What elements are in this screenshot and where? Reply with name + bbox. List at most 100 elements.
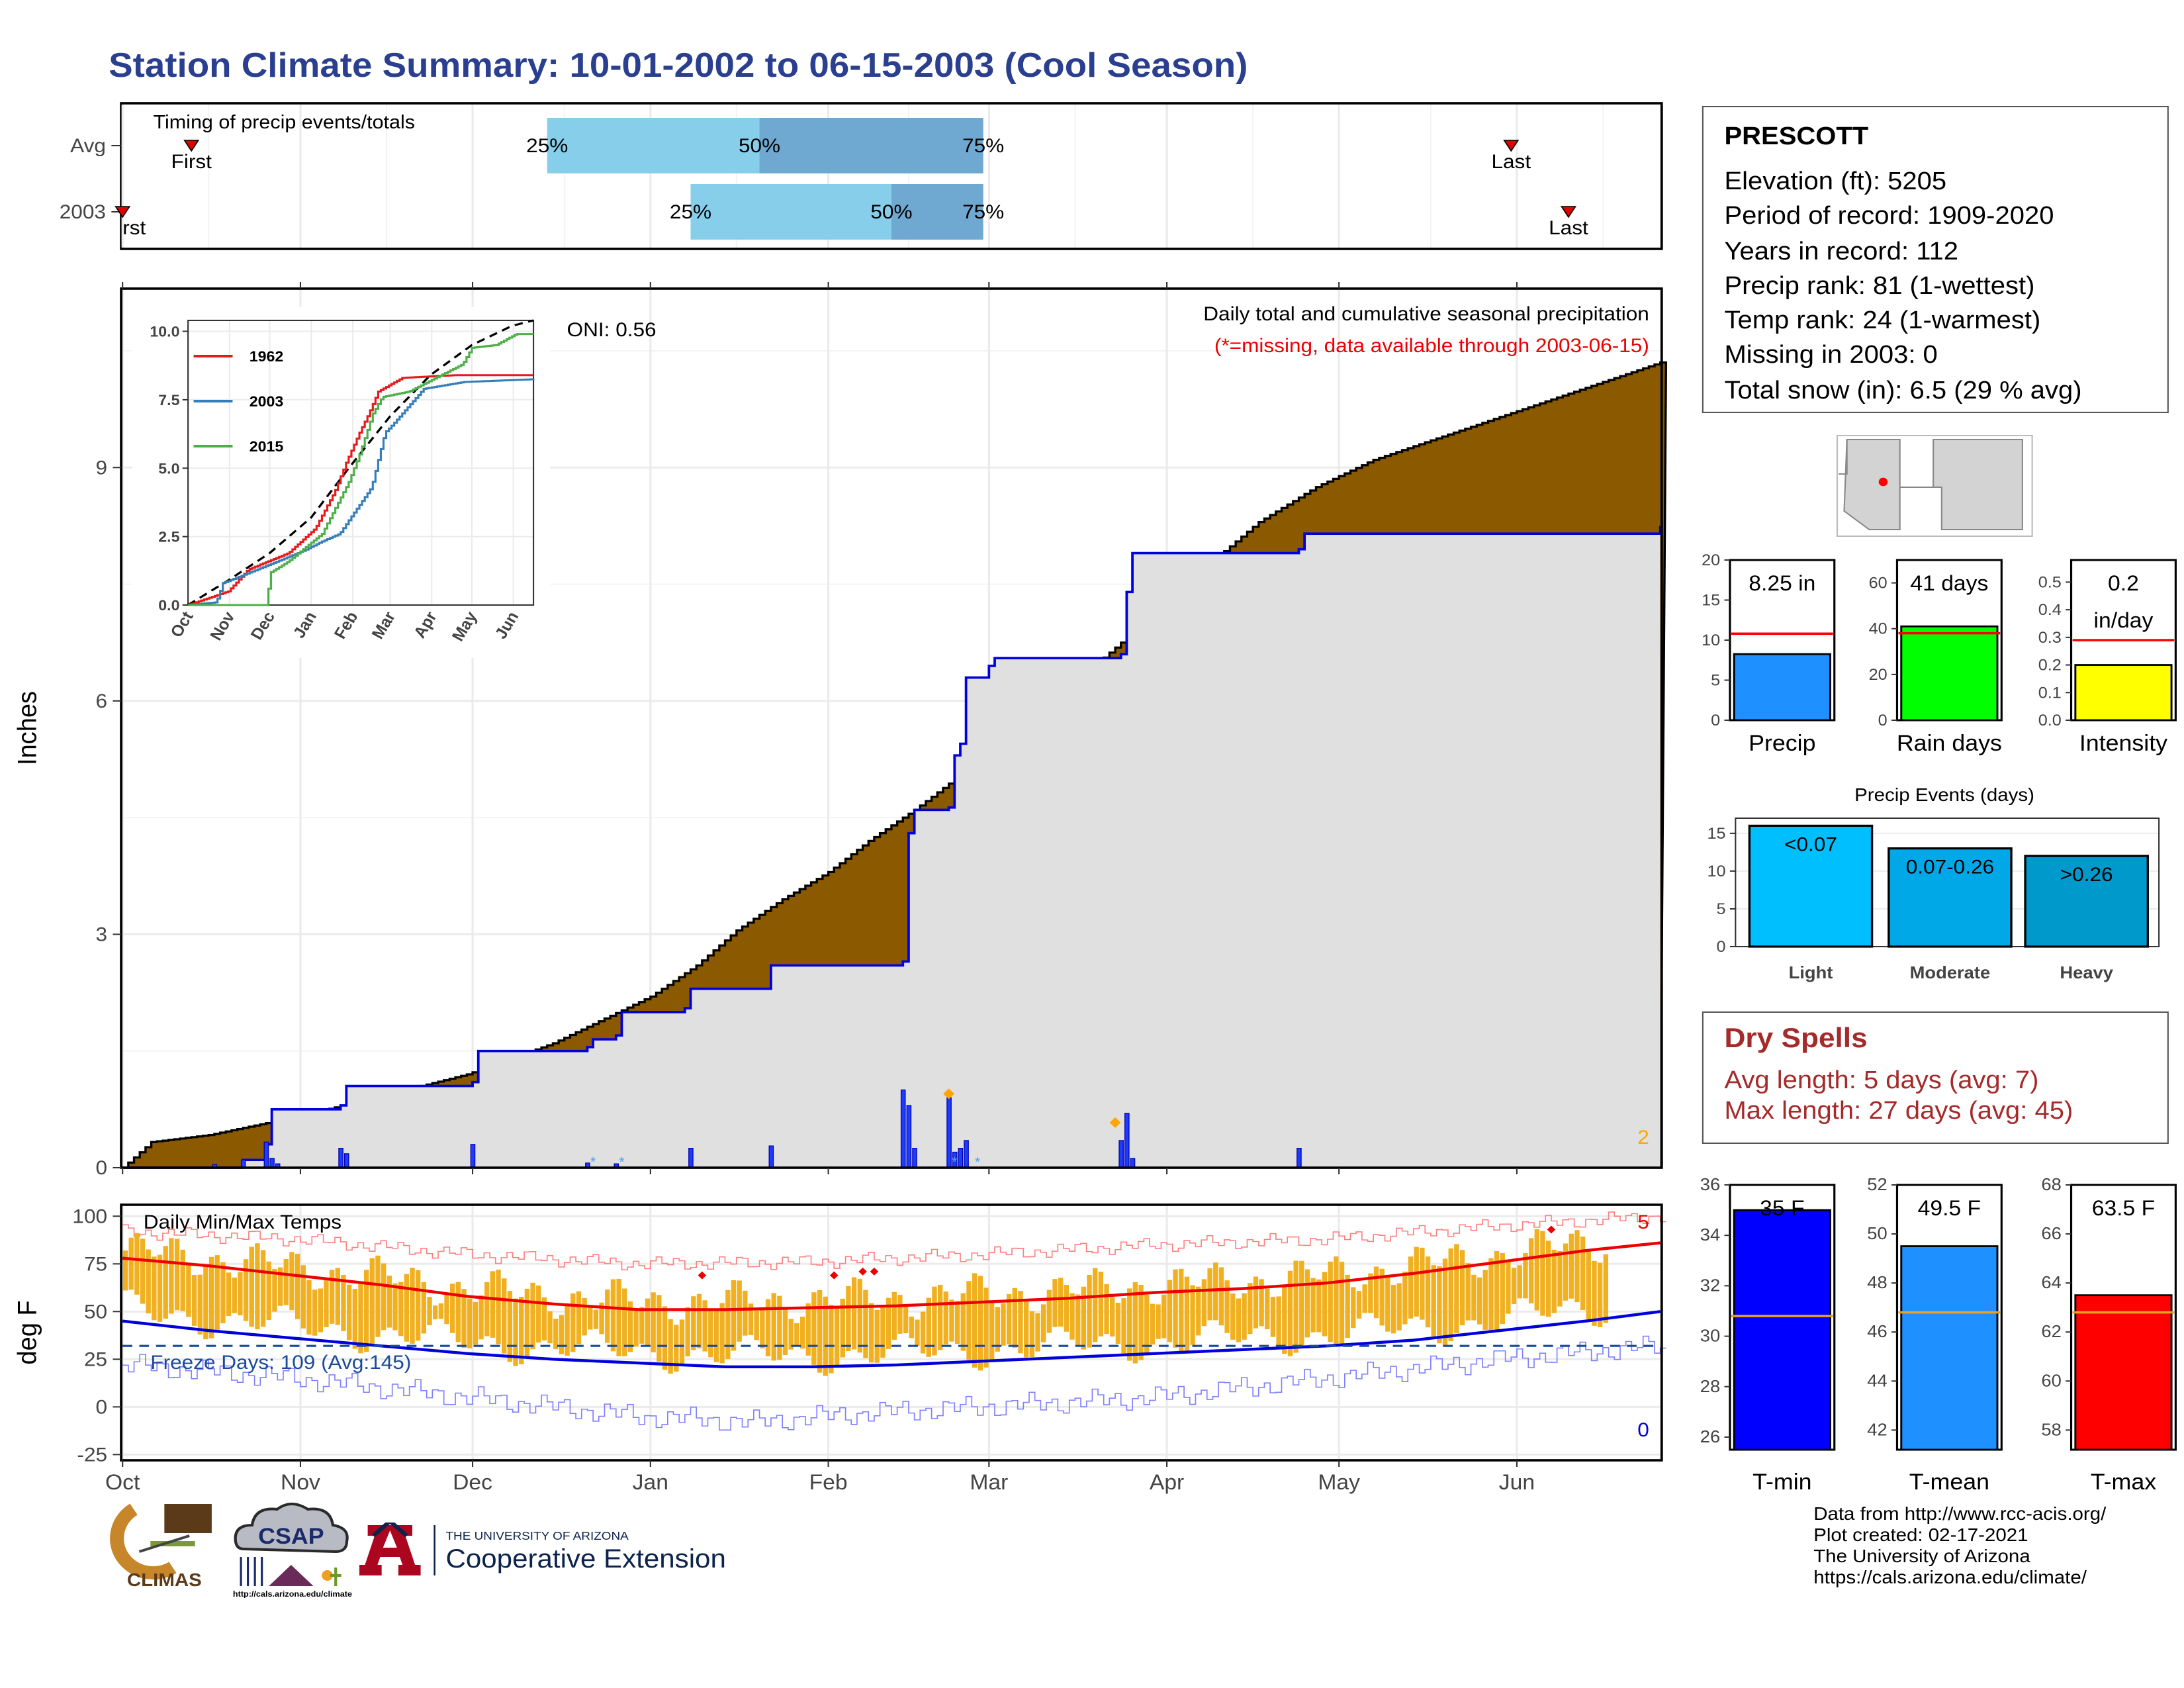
inset-series-line [188, 374, 534, 606]
daily-temp-bar [1081, 1286, 1087, 1350]
gauge-label: Rain days [1897, 731, 2002, 756]
daily-temp-bar [1167, 1280, 1173, 1342]
daily-temp-bar [289, 1252, 295, 1311]
station-info-line: Elevation (ft): 5205 [1724, 168, 1947, 196]
daily-temp-bar [978, 1276, 983, 1371]
daily-temp-bar [312, 1289, 318, 1336]
credit-line: Data from http://www.rcc-acis.org/ [1813, 1503, 2107, 1524]
daily-temp-bar [1006, 1293, 1012, 1344]
daily-temp-bar [128, 1237, 134, 1290]
daily-temp-bar [983, 1288, 989, 1368]
daily-temp-bar [582, 1297, 587, 1336]
daily-temp-bar [496, 1269, 501, 1344]
daily-temp-bar [524, 1288, 530, 1358]
daily-temp-bar [203, 1266, 208, 1340]
cumulative-2003-line [122, 526, 1662, 1169]
gauge-ytick: 48 [1867, 1273, 1887, 1292]
gauge-ytick: 0.0 [2038, 712, 2062, 729]
daily-temp-bar [1213, 1262, 1218, 1321]
gauge-ytick: 64 [2041, 1273, 2062, 1292]
daily-temp-bar [467, 1298, 473, 1349]
daily-temp-bar [1299, 1260, 1304, 1346]
gauge-label: Precip [1749, 731, 1815, 756]
daily-temp-bar [616, 1278, 621, 1356]
gauge-ytick: 28 [1700, 1376, 1720, 1395]
daily-temp-bar [1207, 1268, 1212, 1321]
daily-temp-bar [410, 1268, 415, 1344]
daily-temp-bar [874, 1309, 880, 1363]
daily-temp-bar [760, 1307, 765, 1349]
daily-temp-bar [765, 1299, 771, 1357]
daily-temp-bar [788, 1319, 794, 1350]
timing-row-label: Avg [70, 134, 106, 157]
daily-temp-bar [593, 1309, 599, 1329]
timing-p50-label: 50% [739, 134, 780, 157]
freeze-days-label: Freeze Days: 109 (Avg:145) [150, 1351, 411, 1374]
daily-temp-bar [335, 1268, 340, 1325]
daily-temp-bar [674, 1325, 679, 1372]
daily-temp-bar [1093, 1268, 1098, 1342]
event-bar-text: 0.07-0.26 [1906, 855, 1994, 878]
daily-temp-bar [1121, 1298, 1126, 1354]
csap-logo: CSAP http://cals.arizona.edu/climate [233, 1503, 352, 1598]
events-ytick: 5 [1717, 900, 1726, 917]
events-ytick: 0 [1717, 939, 1726, 956]
daily-temp-bar [1339, 1262, 1345, 1344]
daily-temp-bar [1236, 1298, 1242, 1342]
daily-temp-bar [1012, 1288, 1018, 1348]
daily-temp-bar [243, 1259, 249, 1321]
daily-temp-bar [1023, 1301, 1029, 1358]
station-info-line: Temp rank: 24 (1-warmest) [1724, 307, 2041, 336]
daily-temp-bar [513, 1298, 518, 1366]
gauge-ytick: 46 [1867, 1322, 1887, 1341]
daily-temp-bar [324, 1279, 329, 1327]
daily-temp-bar [863, 1289, 868, 1358]
daily-temp-bar [1379, 1268, 1385, 1326]
gauge-ytick: 32 [1700, 1276, 1720, 1295]
snow-marker: * [952, 1154, 957, 1169]
daily-temp-bar [266, 1261, 271, 1321]
gauge-ytick: 58 [2041, 1420, 2061, 1439]
daily-precip-bar [958, 1148, 964, 1168]
month-tick-label: Jun [1499, 1470, 1535, 1494]
event-bar-label: Light [1789, 963, 1833, 982]
daily-temp-bar [1390, 1284, 1396, 1334]
daily-temp-bar [1046, 1289, 1052, 1333]
gauge-ytick: 60 [1869, 575, 1888, 592]
daily-temp-bar [1580, 1237, 1586, 1311]
daily-temp-bar [450, 1284, 455, 1333]
station-info-line: Total snow (in): 6.5 (29 % avg) [1724, 377, 2082, 405]
gauge-ytick: 42 [1867, 1420, 1887, 1439]
daily-temp-bar [329, 1270, 335, 1324]
daily-temp-bar [920, 1311, 926, 1354]
daily-temp-bar [657, 1295, 662, 1362]
timing-p75-label: 75% [962, 134, 1004, 157]
daily-temp-bar [1104, 1284, 1109, 1334]
daily-temp-bar [897, 1295, 903, 1334]
daily-temp-bar [1448, 1248, 1453, 1341]
gauge-ytick: 52 [1867, 1175, 1887, 1194]
snow-marker: * [619, 1154, 624, 1169]
daily-temp-bar [1408, 1256, 1414, 1319]
events-ytick: 10 [1707, 863, 1726, 880]
daily-precip-bar [269, 1158, 275, 1168]
daily-temp-bar [490, 1271, 496, 1338]
daily-precip-bar [964, 1140, 969, 1168]
gauge-ytick: 0 [1878, 712, 1888, 729]
credit-line: https://cals.arizona.edu/climate/ [1813, 1566, 2087, 1587]
gauge-value-label: 35 F [1760, 1196, 1804, 1220]
daily-temp-bar [685, 1307, 690, 1357]
daily-temp-bar [318, 1288, 323, 1333]
gauge-value-label: 0.2 [2108, 571, 2139, 595]
station-info-box: PRESCOTT Elevation (ft): 5205 Period of r… [1702, 106, 2169, 413]
daily-temp-bar [152, 1256, 157, 1321]
daily-temp-bar [748, 1303, 754, 1335]
daily-temp-bar [1431, 1265, 1436, 1336]
temps-ytick: 50 [84, 1300, 107, 1323]
daily-temp-bar [777, 1295, 782, 1360]
daily-temp-bar [1310, 1278, 1316, 1333]
temps-count-low: 0 [1637, 1419, 1649, 1441]
daily-temp-bar [691, 1296, 696, 1350]
station-name: PRESCOTT [1724, 123, 1869, 151]
daily-temp-bar [708, 1308, 713, 1358]
